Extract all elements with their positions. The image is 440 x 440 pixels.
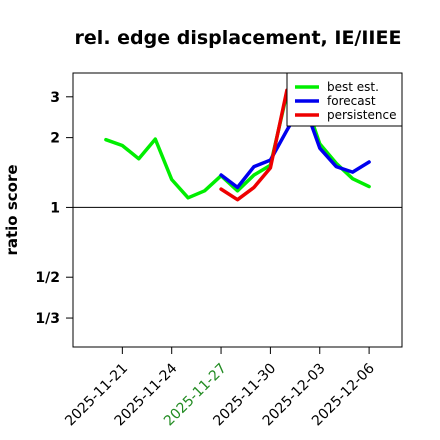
plot-frame	[72, 72, 403, 348]
y-tick-label-4: 1/2	[35, 270, 60, 286]
y-tick-label-3: 1	[50, 200, 60, 216]
series-line-1	[104, 91, 371, 200]
y-tick-label-1: 3	[50, 90, 60, 106]
legend-label-3: persistence	[327, 108, 396, 122]
y-tick-label-2: 2	[50, 131, 60, 147]
series-line-3	[219, 88, 289, 202]
legend-label-1: best est.	[327, 80, 379, 94]
legend-label-2: forecast	[327, 94, 376, 108]
y-tick-label-5: 1/3	[35, 311, 60, 327]
chart-title: rel. edge displacement, IE/IIEE	[75, 27, 402, 49]
y-axis-label: ratio score	[3, 164, 21, 255]
